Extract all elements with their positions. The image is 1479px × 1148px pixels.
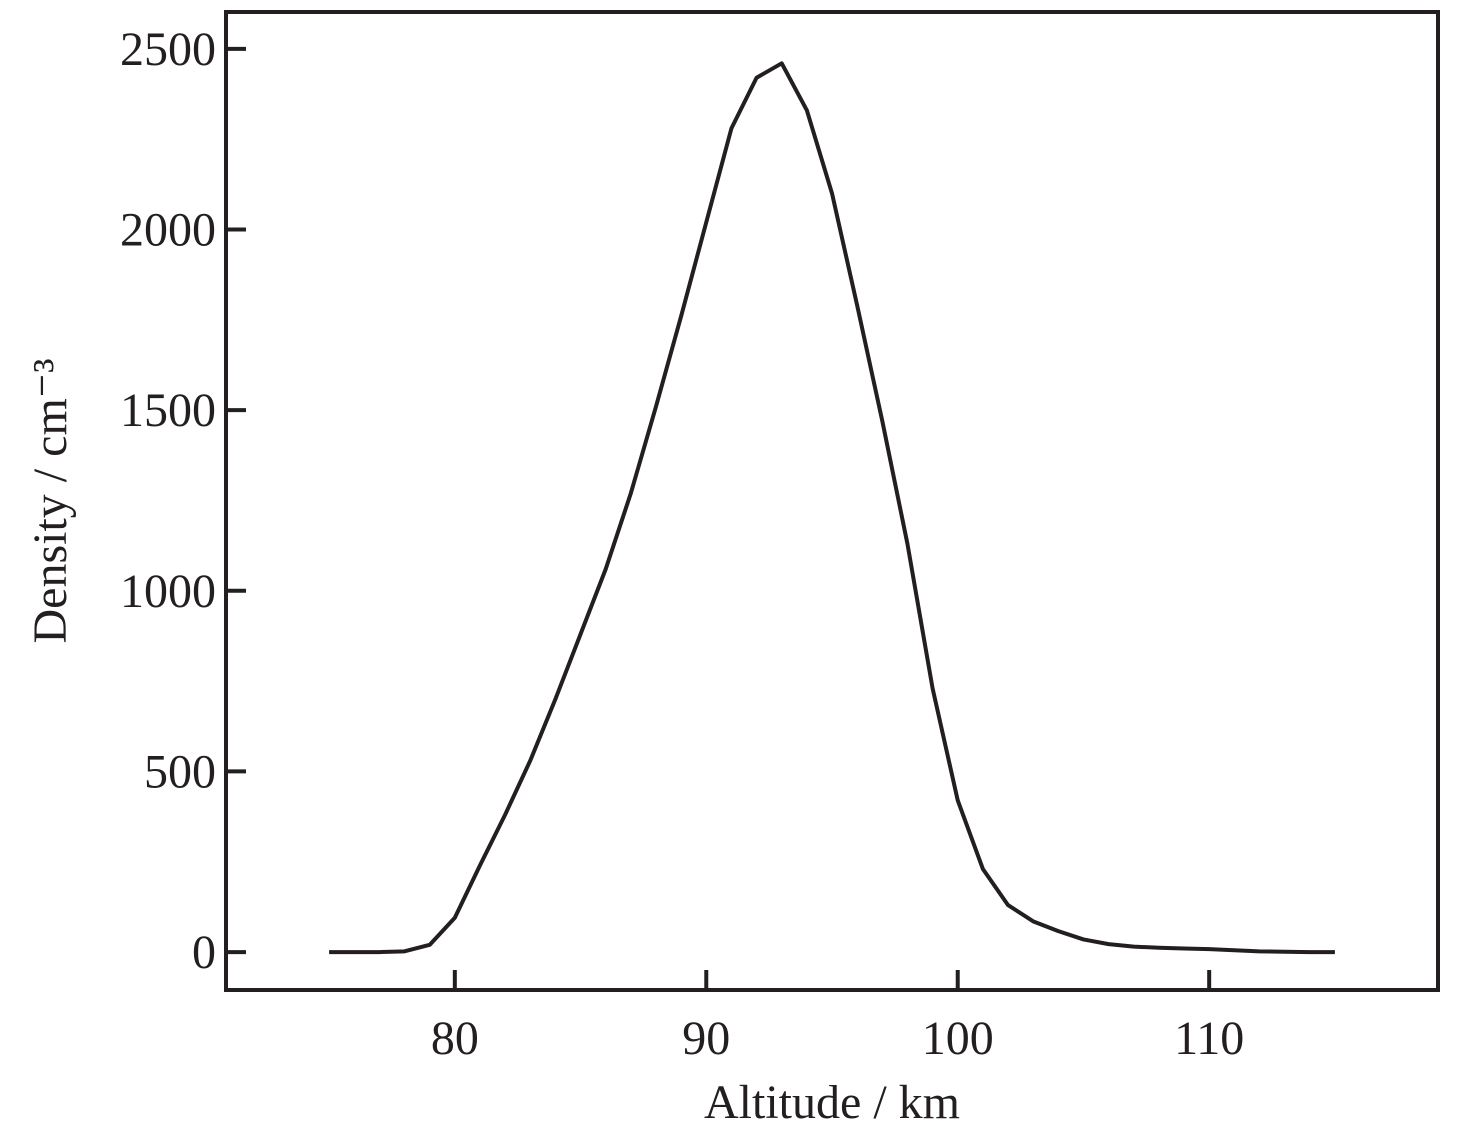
y-tick-label: 1000 (120, 565, 216, 618)
x-tick-label: 90 (682, 1012, 730, 1065)
x-tick-label: 100 (922, 1012, 994, 1065)
y-tick-label: 0 (192, 926, 216, 979)
y-tick-label: 1500 (120, 384, 216, 437)
x-tick-label: 110 (1174, 1012, 1244, 1065)
data-line (329, 61, 1335, 955)
x-axis-label: Altitude / km (704, 1076, 960, 1129)
y-tick-label: 2500 (120, 23, 216, 76)
y-axis-label: Density / cm⁻³ (24, 358, 77, 643)
y-tick-label: 2000 (120, 203, 216, 256)
x-tick-label: 80 (431, 1012, 479, 1065)
y-tick-label: 500 (144, 745, 216, 798)
plot-frame (224, 10, 1440, 992)
